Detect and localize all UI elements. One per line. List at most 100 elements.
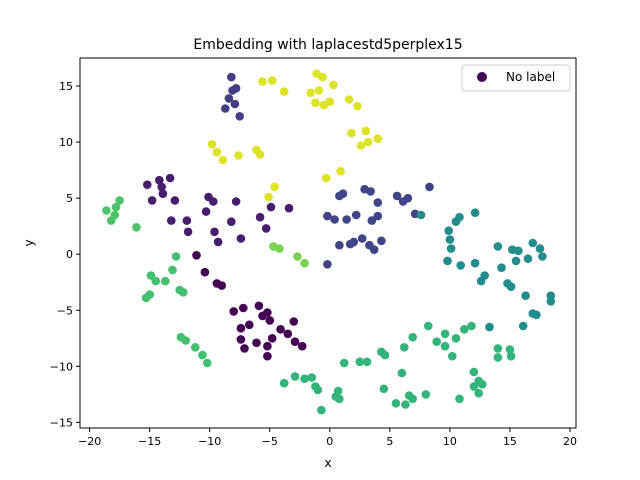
data-point-151 — [532, 310, 541, 320]
data-point-101 — [275, 244, 284, 253]
data-point-25 — [165, 173, 175, 183]
x-tick-label: −15 — [138, 435, 161, 448]
data-point-199 — [335, 394, 344, 404]
data-point-47 — [236, 323, 246, 333]
data-point-157 — [485, 322, 494, 332]
data-point-104 — [323, 211, 332, 221]
data-point-148 — [523, 254, 533, 263]
data-point-0 — [102, 206, 111, 215]
data-point-176 — [448, 351, 457, 361]
data-point-163 — [408, 332, 418, 342]
data-point-19 — [203, 358, 212, 368]
data-point-92 — [329, 80, 338, 90]
data-point-171 — [421, 390, 431, 399]
data-point-110 — [349, 237, 359, 247]
data-point-9 — [151, 276, 160, 286]
data-point-108 — [342, 215, 351, 224]
data-point-139 — [480, 271, 490, 280]
data-point-87 — [318, 72, 327, 82]
data-point-179 — [460, 325, 469, 334]
data-point-22 — [155, 175, 164, 185]
data-point-91 — [325, 97, 335, 106]
data-point-103 — [300, 258, 309, 268]
x-tick-label: −10 — [198, 435, 221, 448]
data-point-14 — [179, 288, 188, 297]
data-point-130 — [445, 235, 455, 244]
y-tick-label: 15 — [59, 80, 73, 93]
legend-label: No label — [506, 70, 555, 84]
data-point-164 — [400, 343, 409, 352]
data-point-193 — [307, 373, 317, 382]
x-tick-label: 0 — [326, 435, 333, 448]
data-point-42 — [192, 251, 201, 260]
data-point-51 — [245, 320, 254, 330]
data-point-82 — [258, 77, 267, 86]
legend: No label — [461, 64, 571, 92]
data-point-28 — [182, 216, 192, 225]
data-point-144 — [506, 282, 516, 292]
data-point-88 — [314, 86, 324, 95]
data-point-21 — [147, 196, 157, 205]
data-point-116 — [367, 216, 377, 225]
data-point-131 — [443, 256, 452, 266]
data-point-24 — [158, 189, 168, 198]
data-point-93 — [344, 95, 354, 104]
data-point-72 — [270, 182, 279, 192]
data-point-196 — [317, 405, 326, 415]
data-point-192 — [300, 374, 309, 384]
data-point-129 — [444, 226, 454, 235]
data-point-135 — [456, 261, 466, 270]
data-point-168 — [362, 357, 372, 367]
data-point-79 — [221, 104, 230, 113]
data-point-10 — [161, 276, 170, 286]
data-point-77 — [231, 84, 241, 93]
data-point-50 — [240, 344, 249, 353]
data-point-75 — [227, 72, 236, 82]
data-point-174 — [440, 329, 450, 339]
data-point-49 — [236, 335, 246, 344]
data-point-30 — [201, 207, 211, 216]
data-point-132 — [446, 244, 456, 253]
data-point-166 — [377, 347, 386, 357]
data-point-46 — [229, 307, 238, 316]
data-point-64 — [252, 338, 261, 348]
data-point-162 — [408, 394, 418, 404]
data-point-172 — [424, 321, 433, 331]
data-point-105 — [330, 215, 339, 224]
data-point-35 — [227, 217, 236, 226]
data-point-121 — [392, 191, 402, 201]
data-point-98 — [363, 137, 373, 147]
data-point-155 — [546, 291, 556, 301]
data-point-169 — [339, 358, 349, 368]
data-point-175 — [440, 341, 450, 351]
y-tick-label: 10 — [59, 136, 73, 149]
data-point-41 — [284, 203, 294, 213]
data-point-141 — [497, 263, 506, 273]
data-point-68 — [234, 151, 243, 160]
data-point-45 — [217, 281, 226, 290]
legend-box — [461, 64, 571, 92]
data-point-61 — [289, 317, 299, 326]
data-point-145 — [511, 256, 521, 266]
data-point-17 — [191, 343, 200, 352]
data-point-57 — [263, 341, 272, 351]
data-point-185 — [478, 380, 487, 389]
data-point-189 — [506, 351, 516, 361]
data-point-12 — [171, 252, 181, 261]
data-point-106 — [335, 240, 344, 250]
data-point-73 — [321, 173, 331, 183]
data-point-29 — [183, 227, 193, 237]
data-point-173 — [432, 337, 442, 347]
x-tick-label: −20 — [78, 435, 101, 448]
data-point-48 — [239, 303, 248, 313]
data-point-146 — [514, 246, 523, 256]
data-point-34 — [213, 237, 223, 247]
data-point-94 — [353, 101, 362, 111]
data-point-95 — [347, 128, 356, 138]
data-point-18 — [198, 350, 207, 360]
data-point-63 — [297, 341, 307, 351]
plot-frame — [79, 57, 577, 429]
data-point-71 — [264, 192, 273, 202]
data-point-147 — [521, 291, 530, 301]
y-axis: −15 −10 −5 0 5 10 15 — [50, 80, 80, 429]
